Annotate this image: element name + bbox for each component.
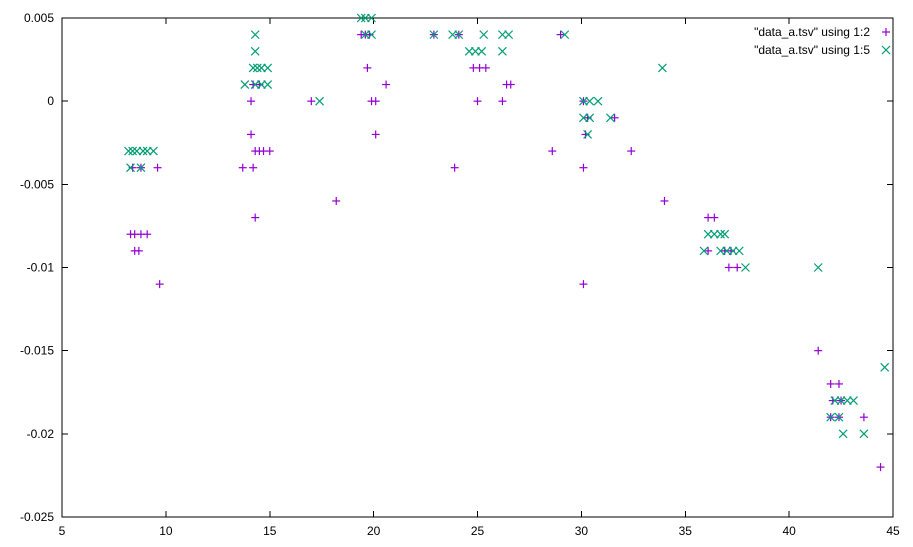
data-point (451, 164, 459, 172)
data-point (660, 197, 668, 205)
x-tick-label: 20 (367, 524, 381, 538)
x-axis: 5 10 15 20 25 30 35 40 45 (59, 18, 900, 538)
series-data_a_1_2 (127, 31, 885, 471)
data-point (498, 47, 506, 55)
x-tick-label: 30 (575, 524, 589, 538)
data-point (139, 147, 147, 155)
x-tick-label: 15 (263, 524, 277, 538)
legend-marker (882, 28, 890, 36)
data-point (579, 280, 587, 288)
data-point (733, 264, 741, 272)
data-point (877, 463, 885, 471)
y-tick-label: -0.015 (20, 344, 54, 358)
data-point (251, 47, 259, 55)
data-point (239, 164, 247, 172)
data-point (814, 347, 822, 355)
data-point (860, 413, 868, 421)
data-point (251, 214, 259, 222)
legend-label: "data_a.tsv" using 1:2 (754, 25, 870, 39)
data-point (814, 264, 822, 272)
data-point (247, 130, 255, 138)
x-tick-label: 35 (679, 524, 693, 538)
y-tick-label: -0.005 (20, 177, 54, 191)
data-point (881, 363, 889, 371)
data-point (579, 164, 587, 172)
data-point (264, 81, 272, 89)
data-point (478, 47, 486, 55)
plot-border (62, 18, 893, 517)
y-tick-label: -0.01 (27, 261, 55, 275)
data-point (557, 31, 565, 39)
data-point (658, 64, 666, 72)
data-point (474, 97, 482, 105)
data-point (251, 31, 259, 39)
y-tick-label: -0.025 (20, 510, 54, 524)
legend-label: "data_a.tsv" using 1:5 (754, 43, 870, 57)
data-point (156, 280, 164, 288)
y-tick-label: 0.005 (24, 11, 54, 25)
scatter-chart: 51015202530354045-0.025-0.02-0.015-0.01-… (0, 0, 913, 547)
data-point (721, 230, 729, 238)
data-point (382, 81, 390, 89)
data-point (124, 147, 132, 155)
data-point (372, 97, 380, 105)
data-point (548, 147, 556, 155)
data-point (135, 247, 143, 255)
data-point (717, 230, 725, 238)
data-point (741, 264, 749, 272)
data-point (835, 380, 843, 388)
y-tick-label: 0 (47, 94, 54, 108)
data-point (129, 147, 137, 155)
data-point (710, 214, 718, 222)
legend: "data_a.tsv" using 1:2 "data_a.tsv" using… (754, 25, 890, 57)
data-point (611, 114, 619, 122)
data-point (704, 247, 712, 255)
legend-marker (882, 46, 890, 54)
data-point (247, 97, 255, 105)
data-point (149, 147, 157, 155)
data-point (316, 97, 324, 105)
x-tick-label: 40 (782, 524, 796, 538)
x-tick-label: 45 (886, 524, 900, 538)
data-point (480, 31, 488, 39)
data-point (725, 264, 733, 272)
data-point (249, 64, 257, 72)
x-tick-label: 5 (59, 524, 66, 538)
data-point (249, 164, 257, 172)
data-point (332, 197, 340, 205)
series-data_a_1_5 (124, 14, 888, 438)
data-point (505, 31, 513, 39)
data-point (372, 130, 380, 138)
data-point (253, 64, 261, 72)
data-point (143, 230, 151, 238)
data-point (827, 380, 835, 388)
x-tick-label: 25 (471, 524, 485, 538)
data-point (860, 430, 868, 438)
data-point (266, 147, 274, 155)
x-tick-label: 10 (159, 524, 173, 538)
data-point (363, 64, 371, 72)
y-axis: -0.025 -0.02 -0.015 -0.01 -0.005 0 0.005 (20, 11, 893, 524)
data-point (482, 64, 490, 72)
data-point (307, 97, 315, 105)
data-point (241, 81, 249, 89)
y-tick-label: -0.02 (27, 427, 55, 441)
data-point (498, 97, 506, 105)
data-point (594, 97, 602, 105)
data-point (850, 397, 858, 405)
data-point (507, 81, 515, 89)
data-point (627, 147, 635, 155)
data-point (735, 247, 743, 255)
data-point (154, 164, 162, 172)
data-point (264, 64, 272, 72)
data-point (839, 430, 847, 438)
